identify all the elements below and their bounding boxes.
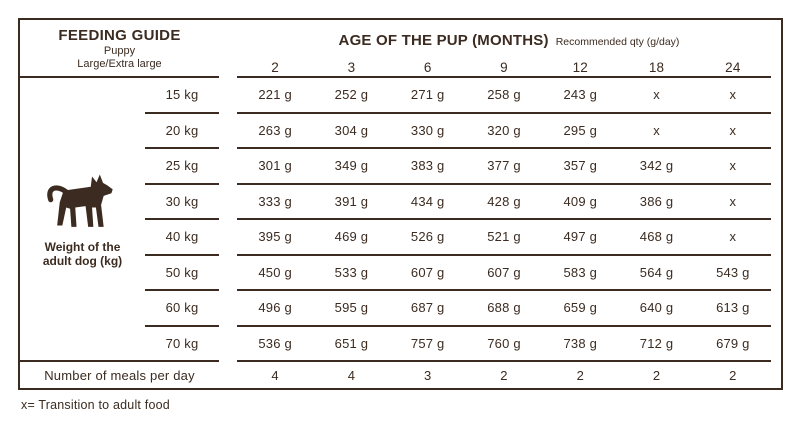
qty-cell: 496 g — [237, 291, 314, 327]
meals-per-day-label: Number of meals per day — [44, 367, 195, 383]
qty-cell: x — [694, 185, 771, 220]
meals-value: 3 — [423, 367, 432, 383]
weight-row-label: 15 kg — [145, 78, 219, 114]
qty-cell: 342 g — [618, 149, 695, 185]
qty-cell: 304 g — [313, 114, 390, 149]
meals-value: 2 — [729, 367, 737, 383]
qty-cell: 301 g — [237, 149, 314, 185]
qty-cell: 271 g — [389, 78, 466, 114]
qty-cell: 295 g — [542, 114, 619, 149]
weight-row-label: 60 kg — [145, 291, 219, 327]
qty-cell: x — [694, 220, 771, 256]
qty-cell: 651 g — [313, 327, 390, 362]
age-header-title: AGE OF THE PUP (MONTHS) — [338, 32, 549, 49]
feeding-guide-table: FEEDING GUIDE Puppy Large/Extra large AG… — [18, 18, 783, 390]
qty-cell: 687 g — [389, 291, 466, 327]
qty-cell: 330 g — [389, 114, 466, 149]
feeding-guide-page: FEEDING GUIDE Puppy Large/Extra large AG… — [18, 18, 783, 412]
qty-cell: 543 g — [694, 256, 771, 291]
qty-cell: 757 g — [389, 327, 466, 362]
footnote: x= Transition to adult food — [21, 398, 170, 412]
qty-cell: 221 g — [237, 78, 314, 114]
table-header-left: FEEDING GUIDE Puppy Large/Extra large — [20, 20, 219, 78]
qty-cell: 583 g — [542, 256, 619, 291]
weight-row-label: 70 kg — [145, 327, 219, 362]
qty-cell: x — [694, 114, 771, 149]
weight-axis-label-line2: adult dog (kg) — [42, 254, 123, 268]
qty-cell: 688 g — [465, 291, 543, 327]
qty-cell: 386 g — [618, 185, 695, 220]
qty-cell: 263 g — [237, 114, 314, 149]
meals-value: 2 — [500, 367, 508, 383]
feeding-guide-title: FEEDING GUIDE — [58, 26, 181, 44]
age-column-header: 18 — [618, 58, 695, 78]
qty-cell: 536 g — [237, 327, 314, 362]
qty-cell: 712 g — [618, 327, 695, 362]
qty-cell: 738 g — [542, 327, 619, 362]
qty-cell: 258 g — [465, 78, 543, 114]
qty-cell: x — [694, 78, 771, 114]
qty-cell: 468 g — [618, 220, 695, 256]
weight-row-label: 30 kg — [145, 185, 219, 220]
table-header-age: AGE OF THE PUP (MONTHS) Recommended qty … — [237, 20, 781, 58]
meals-value: 2 — [652, 367, 661, 383]
age-header-subtitle: Recommended qty (g/day) — [555, 36, 680, 48]
weight-row-label: 25 kg — [145, 149, 219, 185]
qty-cell: 607 g — [389, 256, 466, 291]
qty-cell: 497 g — [542, 220, 619, 256]
qty-cell: 533 g — [313, 256, 390, 291]
qty-cell: 428 g — [465, 185, 543, 220]
qty-cell: 252 g — [313, 78, 390, 114]
qty-cell: 377 g — [465, 149, 543, 185]
qty-cell: 640 g — [618, 291, 695, 327]
age-column-header: 12 — [542, 58, 619, 78]
qty-cell: 607 g — [465, 256, 543, 291]
qty-cell: 349 g — [313, 149, 390, 185]
qty-cell: 391 g — [313, 185, 390, 220]
qty-cell: 395 g — [237, 220, 314, 256]
qty-cell: 450 g — [237, 256, 314, 291]
product-size: Large/Extra large — [77, 58, 162, 70]
qty-cell: x — [618, 114, 695, 149]
qty-cell: 409 g — [542, 185, 619, 220]
feeding-grid: FEEDING GUIDE Puppy Large/Extra large AG… — [20, 20, 781, 388]
qty-cell: 243 g — [542, 78, 619, 114]
weight-axis-cell: Weight of the adult dog (kg) — [20, 78, 145, 362]
qty-cell: 679 g — [694, 327, 771, 362]
dog-icon — [46, 174, 113, 227]
product-line: Puppy — [103, 44, 136, 57]
qty-cell: 383 g — [389, 149, 466, 185]
weight-axis-label: Weight of the adult dog (kg) — [43, 240, 122, 269]
qty-cell: 564 g — [618, 256, 695, 291]
qty-cell: 595 g — [313, 291, 390, 327]
meals-value: 4 — [271, 367, 279, 383]
age-column-header: 6 — [389, 58, 466, 78]
age-column-header: 9 — [465, 58, 543, 78]
weight-row-label: 40 kg — [145, 220, 219, 256]
weight-row-label: 50 kg — [145, 256, 219, 291]
qty-cell: 526 g — [389, 220, 466, 256]
qty-cell: 613 g — [694, 291, 771, 327]
qty-cell: x — [618, 78, 695, 114]
qty-cell: 434 g — [389, 185, 466, 220]
qty-cell: 469 g — [313, 220, 390, 256]
age-column-header: 3 — [313, 58, 390, 78]
qty-cell: 333 g — [237, 185, 314, 220]
meals-value: 4 — [347, 367, 356, 383]
qty-cell: 659 g — [542, 291, 619, 327]
qty-cell: 760 g — [465, 327, 543, 362]
meals-value: 2 — [576, 367, 584, 383]
qty-cell: 521 g — [465, 220, 543, 256]
age-column-header: 24 — [694, 58, 771, 78]
qty-cell: 320 g — [465, 114, 543, 149]
weight-row-label: 20 kg — [145, 114, 219, 149]
weight-axis-label-line1: Weight of the — [44, 239, 121, 254]
qty-cell: x — [694, 149, 771, 185]
age-column-header: 2 — [237, 58, 314, 78]
qty-cell: 357 g — [542, 149, 619, 185]
